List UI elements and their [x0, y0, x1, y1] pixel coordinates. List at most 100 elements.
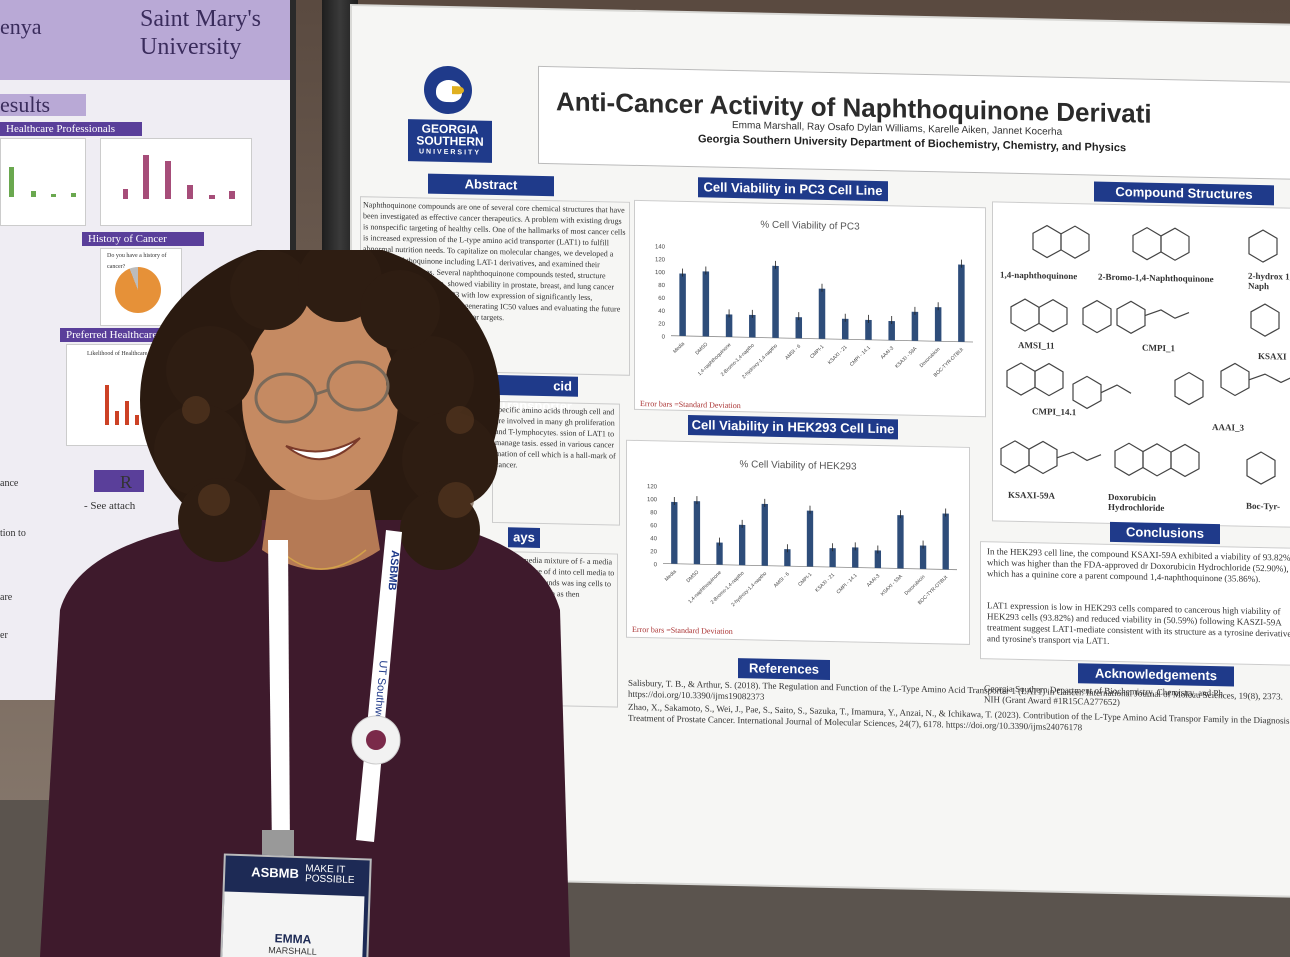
bar-2-3 — [738, 524, 746, 566]
bar-2-8 — [852, 547, 859, 568]
bar-2-0 — [671, 501, 678, 564]
acknowledgements-heading: Acknowledgements — [1078, 663, 1234, 687]
x-tick-2-10: KSAXI - 59A — [880, 573, 905, 597]
pie-circle — [115, 267, 161, 313]
conclusions-heading: Conclusions — [1110, 521, 1220, 545]
main-poster: GEORGIA SOUTHERN UNIVERSITY Anti-Cancer … — [352, 6, 1290, 897]
x-tick-1-11: Doxorubicin — [919, 346, 942, 369]
results-bar-bg — [0, 94, 86, 116]
x-tick-2-0: Media — [664, 569, 678, 583]
y-tick-1-1: 20 — [658, 322, 665, 328]
bar-2-10 — [897, 515, 904, 569]
x-tick-1-5: AMSI - 6 — [784, 343, 802, 361]
badge-slogan-2: POSSIBLE — [304, 873, 355, 887]
badge-slogan: MAKE IT POSSIBLE — [304, 863, 355, 887]
face — [242, 300, 398, 500]
y-tick-2-1: 20 — [650, 549, 657, 555]
smile — [285, 437, 361, 461]
structures-drawing — [1000, 224, 1290, 485]
left-chart-2 — [100, 138, 252, 226]
bar-1-4 — [772, 265, 779, 338]
structures-heading: Compound Structures — [1094, 181, 1274, 206]
y-tick-2-0: 0 — [654, 562, 658, 568]
structure-label-11: Boc-Tyr- — [1246, 500, 1280, 512]
pie-question: Do you have a history of cancer? — [107, 253, 167, 270]
x-tick-1-1: DMSO — [694, 341, 709, 356]
bar-2-5 — [784, 549, 791, 567]
y-tick-1-0: 0 — [662, 334, 666, 340]
name-badge: ASBMB MAKE IT POSSIBLE EMMA MARSHALL — [220, 853, 372, 957]
chart-title-1: % Cell Viability of PC3 — [760, 220, 860, 233]
x-tick-1-0: Media — [672, 341, 686, 355]
bar-1-10 — [911, 311, 919, 341]
structure-label-6: KSAXI — [1258, 350, 1287, 362]
x-tick-1-6: CMPI-1 — [809, 344, 825, 360]
lanyard-right — [356, 530, 402, 842]
conclusion-1: In the HEK293 cell line, the compound KS… — [987, 546, 1290, 585]
left-frag-tion: tion to — [0, 528, 26, 539]
bar-2-6 — [806, 510, 814, 567]
y-tick-2-3: 60 — [650, 523, 657, 529]
references-heading: References — [738, 658, 830, 681]
lanyard-text-2: ASBMB — [385, 550, 400, 591]
neck — [262, 490, 380, 570]
y-tick-1-4: 80 — [658, 283, 665, 289]
history-of-cancer-bar: History of Cancer — [82, 232, 204, 246]
left-frag-er: er — [0, 630, 8, 641]
bar-2-1 — [693, 501, 701, 565]
hek293-viability-chart: % Cell Viability of HEK293 0 20 40 60 80 100 12… — [647, 459, 957, 608]
structure-label-10: Doxorubicin Hydrochloride — [1108, 491, 1165, 514]
y-tick-1-2: 40 — [658, 309, 665, 315]
university-name-line2: University — [140, 34, 242, 60]
structure-label-5: CMPI_1 — [1142, 342, 1175, 354]
left-chart-1 — [0, 138, 86, 226]
structure-label-7: CMPI_14.1 — [1032, 406, 1077, 418]
left-frag-ance: ance — [0, 478, 19, 489]
badge-name-panel: EMMA MARSHALL — [222, 891, 365, 957]
bar-1-7 — [841, 318, 849, 340]
x-tick-2-5: AMSI - 6 — [773, 571, 791, 589]
bar-1-8 — [865, 319, 872, 340]
y-tick-2-5: 100 — [647, 497, 658, 503]
healthcare-professionals-bar: Healthcare Professionals — [0, 122, 142, 136]
button-pin-center — [366, 730, 386, 750]
structure-label-8: AAAI_3 — [1212, 422, 1245, 433]
chart-title-2: % Cell Viability of HEK293 — [739, 459, 857, 472]
bar-1-12 — [958, 264, 965, 342]
necklace — [279, 549, 367, 570]
structure-label-9: KSAXI-59A — [1008, 489, 1056, 501]
left-frag-r: R — [120, 472, 133, 492]
bar-1-2 — [725, 314, 733, 337]
bar-2-11 — [919, 545, 927, 570]
left-header-fragment: enya — [0, 14, 42, 39]
pc3-viability-chart: % Cell Viability of PC3 0 20 40 60 80 100 120 14… — [655, 220, 973, 380]
chart2-heading: Cell Viability in HEK293 Cell Line — [688, 415, 898, 440]
x-tick-1-7: KSAXI - 21 — [827, 344, 849, 366]
structure-label-1: 1,4-naphthoquinone — [1000, 269, 1078, 282]
x-tick-2-11: Doxorubicin — [904, 574, 927, 597]
error-bars-note-2: Error bars =Standard Deviation — [632, 624, 733, 636]
bar-1-0 — [679, 273, 686, 336]
y-tick-2-2: 40 — [650, 536, 657, 542]
conclusions-panel: In the HEK293 cell line, the compound KS… — [980, 541, 1290, 667]
structures-panel — [992, 201, 1290, 529]
x-tick-2-8: CMPI - 14.1 — [836, 573, 859, 596]
x-tick-1-9: AAAI-3 — [880, 345, 896, 360]
left-poster-header — [0, 0, 290, 80]
y-tick-1-3: 60 — [658, 296, 665, 302]
presenter-person: UT Southwestern ASBMB — [40, 250, 570, 957]
bar-2-7 — [829, 548, 836, 568]
y-tick-2-6: 120 — [647, 484, 658, 490]
left-r-bar — [94, 470, 144, 492]
bar-2-2 — [716, 542, 723, 565]
university-name-line1: Saint Mary's — [140, 6, 261, 32]
left-frag-are: are — [0, 592, 13, 603]
glasses-icon — [254, 360, 390, 424]
bar-1-3 — [749, 314, 756, 338]
x-tick-1-10: KSAXI - 59A — [894, 345, 919, 369]
y-tick-1-7: 140 — [655, 244, 666, 250]
university-logo-text: GEORGIA SOUTHERN UNIVERSITY — [408, 119, 492, 163]
error-bars-note-1: Error bars =Standard Deviation — [640, 399, 741, 411]
likelihood-title: Likelihood of Healthcare Decisions — [87, 351, 173, 357]
